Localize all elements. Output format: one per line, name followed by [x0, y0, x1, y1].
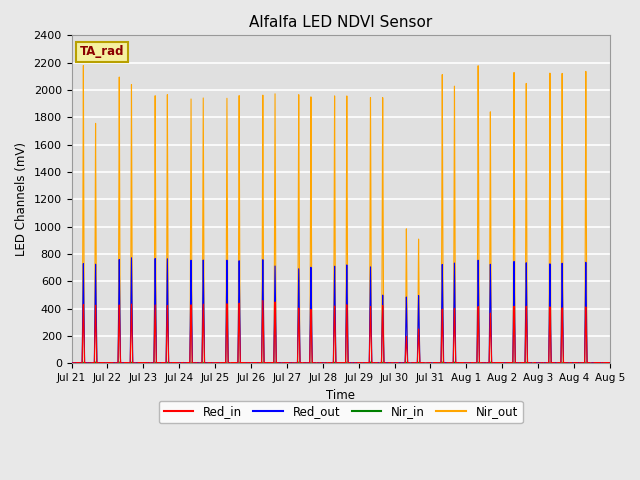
Legend: Red_in, Red_out, Nir_in, Nir_out: Red_in, Red_out, Nir_in, Nir_out [159, 401, 522, 423]
Text: TA_rad: TA_rad [79, 45, 124, 58]
Title: Alfalfa LED NDVI Sensor: Alfalfa LED NDVI Sensor [249, 15, 433, 30]
Y-axis label: LED Channels (mV): LED Channels (mV) [15, 143, 28, 256]
X-axis label: Time: Time [326, 389, 355, 402]
